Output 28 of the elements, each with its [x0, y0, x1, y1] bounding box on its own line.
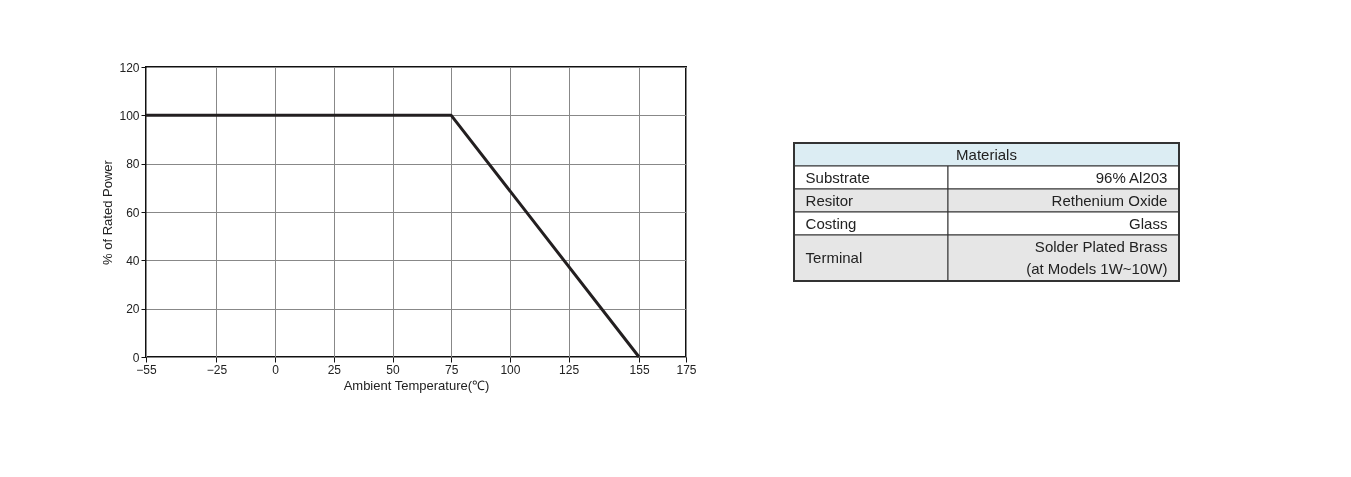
- y-tick-label: 80: [126, 157, 140, 172]
- category-label: Resitor: [805, 191, 854, 209]
- y-tick-label: 60: [126, 205, 140, 220]
- y-axis-title: % of Rated Power: [100, 159, 116, 265]
- y-tick-label: 120: [119, 60, 140, 75]
- x-tick-label: 100: [500, 362, 521, 377]
- x-tick-label: 125: [559, 362, 580, 377]
- y-tick-label: 40: [126, 253, 140, 268]
- text: Glass: [1129, 214, 1168, 232]
- x-tick-label: 75: [445, 362, 459, 377]
- x-tick-label: 25: [327, 362, 342, 377]
- category-label: Terminal: [805, 249, 863, 266]
- x-tick-label: −25: [206, 362, 228, 377]
- y-tick-label: 20: [126, 302, 140, 317]
- x-tick-label: 50: [386, 362, 401, 377]
- x-tick-label: 155: [629, 362, 650, 377]
- text: Materials: [956, 145, 1017, 163]
- category-label: Substrate: [805, 168, 870, 186]
- text: Rethenium Oxide: [1051, 191, 1168, 209]
- y-tick-label: 0: [132, 350, 140, 365]
- y-tick-label: 100: [119, 108, 140, 123]
- x-tick-label: 0: [272, 362, 280, 377]
- category-label: Costing: [805, 214, 857, 232]
- x-axis-title: Ambient Temperature(℃): [343, 377, 490, 393]
- text: 96% Al203: [1095, 168, 1168, 186]
- x-tick-label: −55: [136, 362, 157, 377]
- x-tick-label: 175: [676, 362, 697, 377]
- text: Solder Plated Brass (at Models 1W~10W): [1026, 238, 1168, 277]
